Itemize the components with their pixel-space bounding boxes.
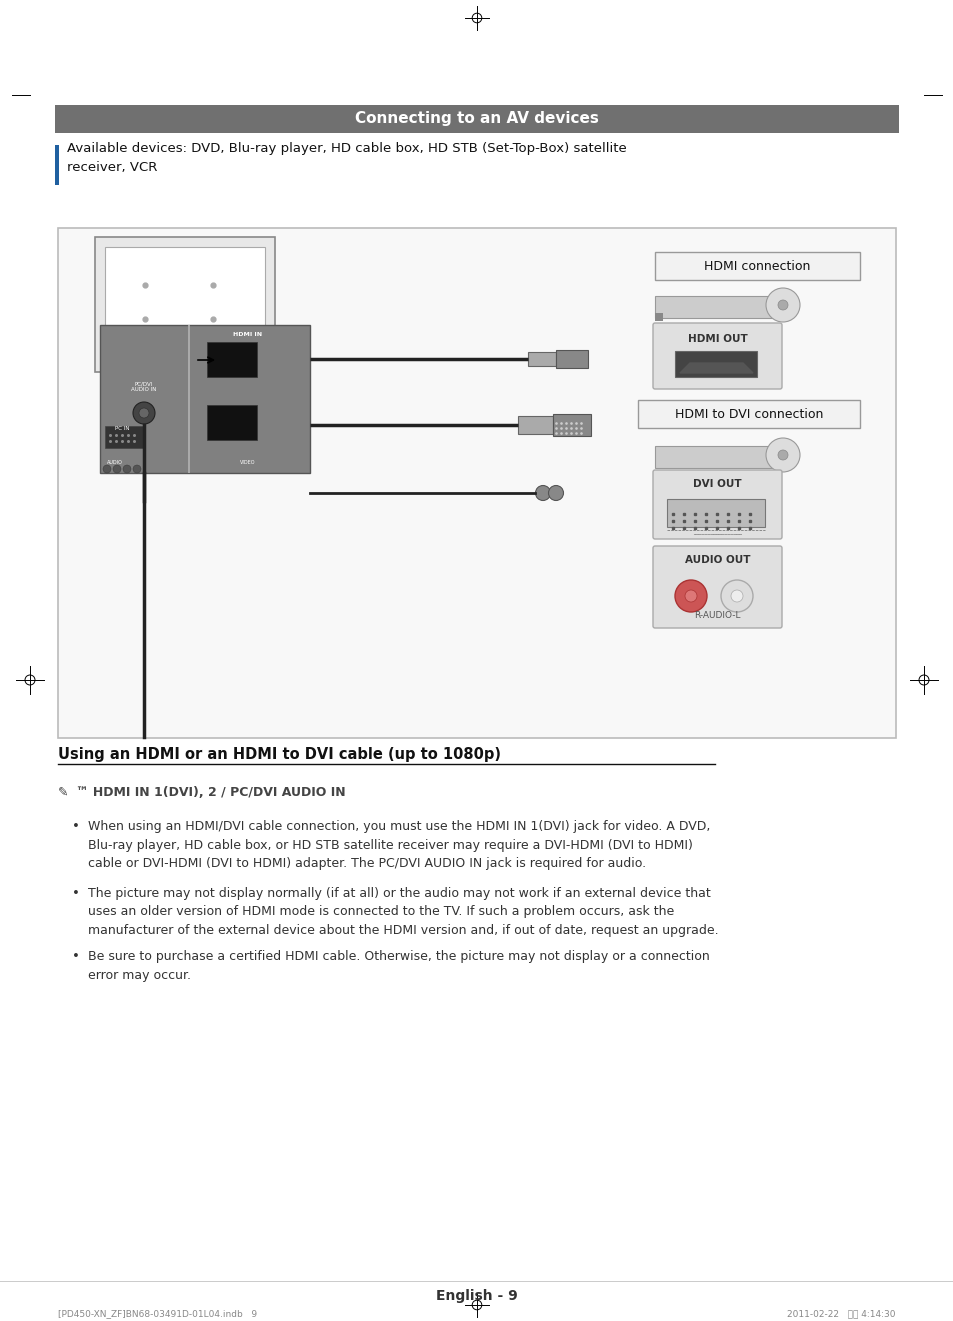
Text: English - 9: English - 9 — [436, 1289, 517, 1303]
Bar — [55, 145, 59, 185]
Circle shape — [765, 439, 800, 472]
Bar — [666, 499, 764, 527]
Circle shape — [139, 408, 149, 417]
Circle shape — [132, 465, 141, 473]
Circle shape — [112, 465, 121, 473]
Text: R-AUDIO-L: R-AUDIO-L — [694, 612, 740, 621]
Bar — [188, 325, 190, 473]
Bar — [655, 296, 780, 318]
Text: Connecting to an AV devices: Connecting to an AV devices — [355, 111, 598, 127]
Bar — [162, 373, 208, 390]
Circle shape — [675, 580, 706, 612]
Text: PC/DVI
AUDIO IN: PC/DVI AUDIO IN — [132, 382, 156, 392]
Circle shape — [730, 590, 742, 602]
Text: HDMI IN: HDMI IN — [233, 333, 262, 337]
Polygon shape — [679, 363, 752, 373]
Text: 2011-02-22   오후 4:14:30: 2011-02-22 오후 4:14:30 — [786, 1309, 895, 1318]
FancyBboxPatch shape — [207, 406, 256, 440]
Bar — [55, 104, 898, 133]
Bar — [655, 446, 780, 468]
Text: ─────────────────: ───────────────── — [692, 531, 741, 536]
FancyBboxPatch shape — [58, 229, 895, 738]
FancyBboxPatch shape — [652, 324, 781, 388]
Text: The picture may not display normally (if at all) or the audio may not work if an: The picture may not display normally (if… — [88, 886, 718, 937]
Text: [PD450-XN_ZF]BN68-03491D-01L04.indb   9: [PD450-XN_ZF]BN68-03491D-01L04.indb 9 — [58, 1309, 257, 1318]
Circle shape — [720, 580, 752, 612]
FancyBboxPatch shape — [105, 425, 143, 448]
Text: Be sure to purchase a certified HDMI cable. Otherwise, the picture may not displ: Be sure to purchase a certified HDMI cab… — [88, 950, 709, 982]
FancyBboxPatch shape — [675, 351, 757, 376]
Circle shape — [535, 486, 550, 501]
Bar — [95, 236, 274, 373]
Text: AUDIO OUT: AUDIO OUT — [684, 555, 749, 565]
Text: HDMI to DVI connection: HDMI to DVI connection — [674, 407, 822, 420]
Text: HDMI connection: HDMI connection — [703, 259, 810, 272]
Circle shape — [778, 300, 787, 310]
Bar — [655, 313, 662, 321]
Text: ™ HDMI IN 1(DVI), 2 / PC/DVI AUDIO IN: ™ HDMI IN 1(DVI), 2 / PC/DVI AUDIO IN — [76, 786, 345, 798]
Text: AUDIO: AUDIO — [107, 461, 123, 465]
Bar — [638, 400, 859, 428]
Text: PC IN: PC IN — [114, 425, 129, 431]
Bar — [527, 351, 556, 366]
Text: Available devices: DVD, Blu-ray player, HD cable box, HD STB (Set-Top-Box) satel: Available devices: DVD, Blu-ray player, … — [67, 143, 626, 174]
Circle shape — [765, 288, 800, 322]
Bar — [655, 252, 859, 280]
Text: Using an HDMI or an HDMI to DVI cable (up to 1080p): Using an HDMI or an HDMI to DVI cable (u… — [58, 746, 500, 761]
Text: •: • — [72, 820, 80, 834]
Bar — [172, 384, 196, 392]
Text: When using an HDMI/DVI cable connection, you must use the HDMI IN 1(DVI) jack fo: When using an HDMI/DVI cable connection,… — [88, 820, 710, 871]
Circle shape — [778, 450, 787, 460]
FancyBboxPatch shape — [207, 342, 256, 376]
Bar — [553, 413, 590, 436]
Text: DVI OUT: DVI OUT — [693, 480, 741, 489]
Circle shape — [548, 486, 563, 501]
Text: ✎: ✎ — [58, 786, 69, 798]
Bar — [517, 416, 553, 435]
FancyBboxPatch shape — [652, 546, 781, 627]
Bar — [105, 247, 265, 362]
Bar — [137, 394, 233, 408]
Text: •: • — [72, 886, 80, 900]
FancyBboxPatch shape — [652, 470, 781, 539]
Text: VIDEO: VIDEO — [240, 461, 255, 465]
Bar — [556, 350, 587, 369]
Text: HDMI OUT: HDMI OUT — [687, 334, 746, 343]
Circle shape — [132, 402, 154, 424]
Text: •: • — [72, 950, 80, 963]
Bar — [100, 325, 310, 473]
Circle shape — [103, 465, 111, 473]
Circle shape — [123, 465, 131, 473]
Circle shape — [684, 590, 697, 602]
